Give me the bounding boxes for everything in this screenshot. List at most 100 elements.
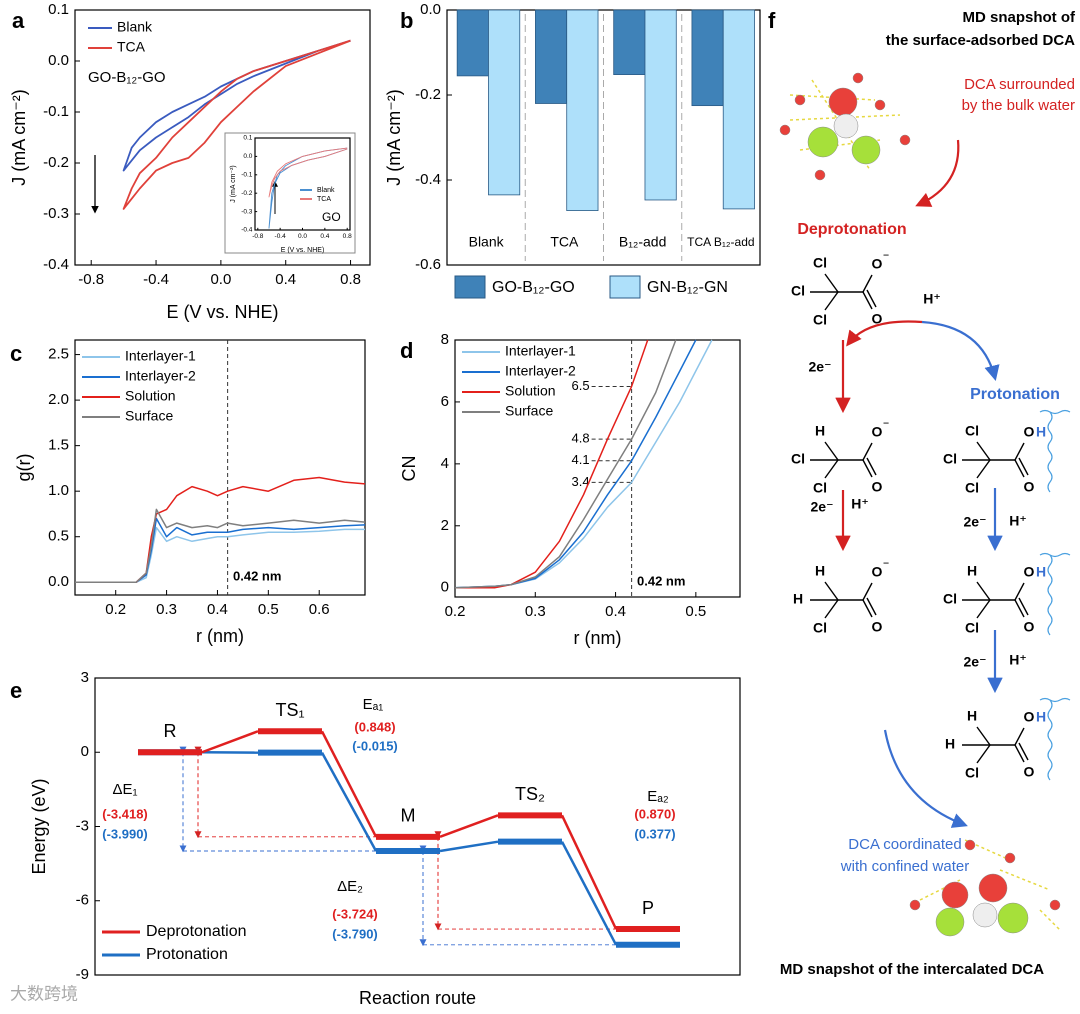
y-tick-label: -0.2	[415, 86, 441, 103]
bond	[1018, 597, 1029, 616]
annotation: (-3.790)	[332, 926, 378, 941]
bond	[976, 441, 991, 461]
atom-label: H	[815, 563, 825, 579]
y-tick-label: 1.0	[48, 482, 69, 499]
x-tick-label: -0.8	[252, 233, 264, 240]
atom-label: O	[872, 424, 883, 440]
y-tick-label: -0.4	[415, 171, 441, 188]
x-tick-label: -0.8	[78, 271, 104, 288]
y-tick-label: 4	[441, 455, 449, 472]
energy-connector	[560, 814, 618, 930]
atom-label: O	[1024, 564, 1035, 580]
legend-label: Surface	[125, 408, 173, 424]
category-label: TS₂	[515, 784, 545, 804]
atom-label: H	[1036, 424, 1046, 440]
x-tick-label: 0.2	[105, 601, 126, 618]
plot-frame	[74, 339, 366, 596]
energy-connector	[320, 730, 378, 838]
series-line	[455, 339, 649, 589]
x-tick-label: 0.5	[258, 601, 279, 618]
category-label: TCA	[550, 234, 579, 250]
x-tick-label: -0.4	[143, 271, 169, 288]
category-label: M	[401, 806, 416, 826]
atom-label: O	[1024, 619, 1035, 635]
reference-label: 6.5	[572, 378, 590, 393]
series-line	[122, 39, 351, 210]
legend-label: GO-B₁₂-GO	[492, 279, 575, 296]
atom-label: O	[1024, 479, 1035, 495]
y-tick-label: 6	[441, 393, 449, 410]
bond	[976, 599, 991, 619]
y-tick-label: -0.2	[43, 154, 69, 171]
bond	[1014, 744, 1025, 763]
panel-label: b	[400, 8, 413, 33]
annotation: (0.870)	[634, 806, 675, 821]
energy-connector	[439, 840, 499, 853]
atom-label: ⁻	[883, 249, 890, 264]
y-axis-label: Energy (eV)	[29, 778, 49, 874]
atom-label: Cl	[813, 620, 827, 636]
bond	[824, 599, 839, 619]
md-snapshot-top	[779, 72, 911, 181]
annotation: 0.42 nm	[637, 573, 685, 588]
atom-label: O	[1024, 764, 1035, 780]
y-tick-label: -3	[76, 817, 89, 834]
y-tick-label: 8	[441, 331, 449, 348]
bond	[824, 291, 839, 311]
x-tick-label: 0.4	[320, 233, 329, 240]
bar	[613, 9, 646, 75]
legend-label: Interlayer-1	[505, 343, 576, 359]
y-tick-label: 0	[81, 743, 89, 760]
reaction-label: H⁺	[1009, 513, 1027, 529]
series-line	[268, 147, 348, 198]
annotation: ΔE₁	[112, 781, 137, 798]
legend-label: TCA	[317, 196, 331, 203]
panel-label: a	[12, 8, 25, 33]
atom-label: ⁻	[883, 557, 890, 572]
category-label: R	[164, 721, 177, 741]
series-line	[454, 339, 677, 589]
bond	[976, 744, 991, 764]
atom-label: O	[872, 311, 883, 327]
bond	[862, 459, 873, 478]
reaction-label: H⁺	[851, 496, 869, 512]
atom-label: Cl	[791, 451, 805, 467]
note: DCA coordinated	[848, 836, 961, 853]
series-line	[75, 476, 366, 584]
atom-label: H	[793, 591, 803, 607]
energy-connector	[320, 752, 378, 852]
legend-swatch	[454, 275, 486, 299]
x-tick-label: 0.0	[210, 271, 231, 288]
atom-label: Cl	[965, 423, 979, 439]
legend-swatch	[609, 275, 641, 299]
atom-label: Cl	[943, 451, 957, 467]
legend-label: GN-B₁₂-GN	[647, 279, 728, 296]
y-tick-label: 0.0	[420, 1, 441, 18]
legend-label: Interlayer-1	[125, 348, 196, 364]
legend-label: Protonation	[146, 946, 228, 963]
plot-frame	[74, 9, 371, 266]
reaction-label: H⁺	[1009, 652, 1027, 668]
reaction-arrows	[835, 139, 1003, 828]
bond	[1018, 742, 1029, 761]
bar	[535, 9, 568, 104]
legend-label: Blank	[117, 19, 153, 35]
caption: MD snapshot of	[963, 9, 1076, 26]
atom-label: O	[872, 619, 883, 635]
annotation: Eₐ₁	[363, 696, 384, 713]
bond	[1014, 459, 1025, 478]
y-axis-label: CN	[399, 456, 419, 482]
bar	[456, 9, 489, 77]
y-tick-label: 2	[441, 517, 449, 534]
annotation: (0.848)	[354, 719, 395, 734]
bond	[1014, 727, 1025, 746]
x-tick-label: 0.6	[309, 601, 330, 618]
y-tick-label: -0.4	[241, 227, 253, 234]
annotation: GO-B₁₂-GO	[88, 69, 166, 86]
y-tick-label: 0.0	[48, 52, 69, 69]
y-tick-label: 0.1	[48, 1, 69, 18]
bond	[1014, 582, 1025, 601]
x-tick-label: 0.3	[525, 603, 546, 620]
annotation: (-3.990)	[102, 826, 148, 841]
